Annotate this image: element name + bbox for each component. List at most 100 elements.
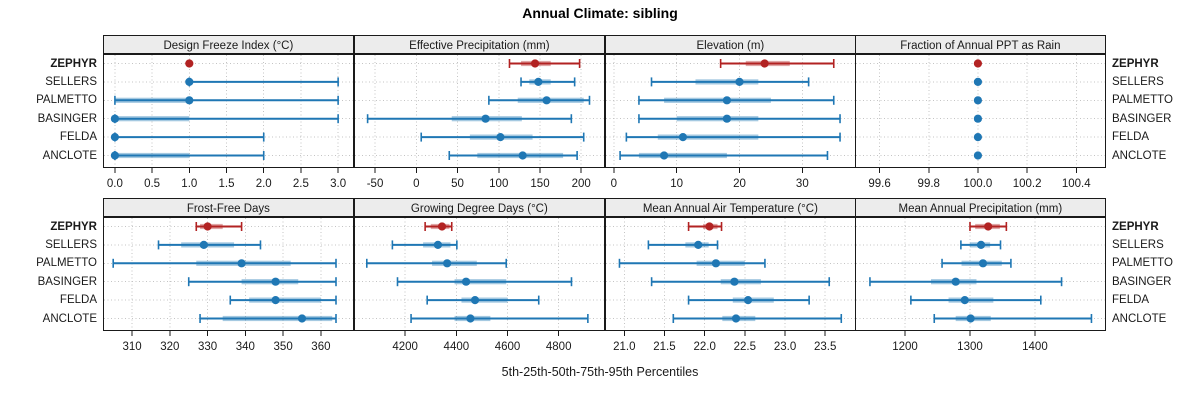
station-label-right-basinger: BASINGER: [1112, 112, 1172, 125]
median-dot: [461, 277, 470, 286]
median-dot: [722, 114, 731, 123]
axis-tick-label: 1300: [957, 341, 983, 353]
series-anclote: [448, 151, 578, 160]
series-sellers: [519, 77, 576, 87]
station-label-right-felda: FELDA: [1112, 131, 1150, 144]
series-palmetto: [487, 95, 591, 105]
series-anclote: [410, 314, 589, 323]
series-sellers: [185, 77, 339, 87]
median-dot: [974, 96, 983, 105]
series-felda: [974, 133, 983, 142]
series-sellers: [157, 240, 262, 250]
axis-tick-label: 4200: [392, 341, 418, 353]
series-palmetto: [618, 258, 766, 268]
axis-tick-label: 4400: [443, 341, 469, 353]
median-dot: [110, 151, 120, 160]
panel-effective-precipitation-mm: Effective Precipitation (mm) -50 0 50 100 150…: [353, 35, 605, 190]
axis-tick-label: 0: [610, 178, 616, 190]
panel-strip: [103, 35, 354, 54]
axis-tick-label: 20: [733, 178, 746, 190]
series-basinger: [637, 114, 841, 124]
series-palmetto: [941, 258, 1012, 268]
median-dot: [199, 240, 208, 249]
station-label-right-felda: FELDA: [1112, 294, 1150, 307]
axis-tick-label: 50: [451, 178, 464, 190]
axis-tick-label: 2.0: [256, 178, 272, 190]
panel-border: [103, 217, 354, 331]
panel-border: [604, 217, 856, 331]
series-felda: [229, 295, 337, 305]
panel-design-freeze-index-c: Design Freeze Index (°C) 0.0 0.5 1.0 1.5 2.0 2…: [103, 35, 354, 190]
median-dot: [237, 259, 246, 268]
median-dot: [271, 277, 280, 286]
axis-tick-label: 310: [122, 341, 141, 353]
axis-tick-label: 10: [670, 178, 683, 190]
median-dot: [966, 314, 975, 323]
station-label-right-palmetto: PALMETTO: [1112, 94, 1173, 107]
series-sellers: [647, 240, 718, 250]
median-dot: [185, 77, 194, 86]
median-dot: [297, 314, 307, 323]
panel-strip: [604, 35, 856, 54]
axis-tick-label: 23.5: [814, 341, 836, 353]
median-dot: [974, 133, 983, 142]
series-felda: [420, 132, 585, 142]
series-basinger: [974, 114, 983, 123]
panel-strip: [353, 198, 605, 217]
median-dot: [984, 222, 993, 231]
axis-tick-label: 1400: [1022, 341, 1048, 353]
series-zephyr: [969, 222, 1008, 231]
median-dot: [722, 96, 731, 105]
panel-strip-title: Frost-Free Days: [187, 203, 270, 215]
axis-tick-label: 4800: [546, 341, 572, 353]
series-basinger: [396, 277, 573, 287]
panel-growing-degree-days-c: Growing Degree Days (°C) 4200 4400 4600 4800: [353, 198, 605, 353]
median-dot: [979, 259, 988, 268]
series-anclote: [618, 151, 828, 160]
series-sellers: [391, 240, 458, 250]
series-palmetto: [974, 96, 983, 105]
median-dot: [185, 59, 194, 68]
series-anclote: [672, 314, 842, 323]
median-dot: [496, 133, 505, 142]
panel-border: [855, 54, 1106, 168]
station-label-left-anclote: ANCLOTE: [42, 149, 97, 162]
axis-tick-label: 100.0: [964, 178, 993, 190]
median-dot: [977, 240, 986, 249]
axis-tick-label: 350: [274, 341, 293, 353]
series-anclote: [974, 151, 983, 160]
series-zephyr: [508, 59, 581, 68]
median-dot: [481, 114, 490, 123]
median-dot: [760, 59, 769, 68]
panel-frost-free-days: Frost-Free Days 310 320 330 340 350 360: [103, 198, 354, 353]
median-dot: [743, 296, 752, 305]
median-dot: [203, 222, 212, 231]
station-label-right-anclote: ANCLOTE: [1112, 149, 1167, 162]
axis-tick-label: 21.5: [653, 341, 675, 353]
axis-tick-label: 340: [236, 341, 255, 353]
median-dot: [659, 151, 668, 160]
axis-tick-label: 1200: [892, 341, 918, 353]
median-dot: [960, 296, 970, 305]
series-palmetto: [637, 95, 835, 105]
axis-tick-label: 0.0: [107, 178, 123, 190]
station-label-left-anclote: ANCLOTE: [42, 312, 97, 325]
axis-tick-label: 99.8: [918, 178, 940, 190]
series-felda: [910, 295, 1042, 305]
axis-tick-label: 22.5: [733, 341, 755, 353]
panel-border: [604, 54, 856, 168]
series-sellers: [960, 240, 1002, 250]
axis-tick-label: 30: [795, 178, 808, 190]
axis-tick-label: 4600: [494, 341, 520, 353]
series-zephyr: [185, 59, 194, 68]
panel-strip-title: Mean Annual Precipitation (mm): [899, 203, 1063, 215]
axis-tick-label: 200: [571, 178, 590, 190]
panel-mean-annual-air-temperature-c: Mean Annual Air Temperature (°C) 21.0 21.5…: [604, 198, 856, 353]
panel-border: [353, 54, 605, 168]
axis-tick-label: 3.0: [330, 178, 346, 190]
series-zephyr: [719, 59, 835, 68]
series-felda: [625, 132, 841, 142]
axis-tick-label: 21.0: [613, 341, 635, 353]
axis-tick-label: 320: [160, 341, 179, 353]
station-label-right-palmetto: PALMETTO: [1112, 257, 1173, 270]
